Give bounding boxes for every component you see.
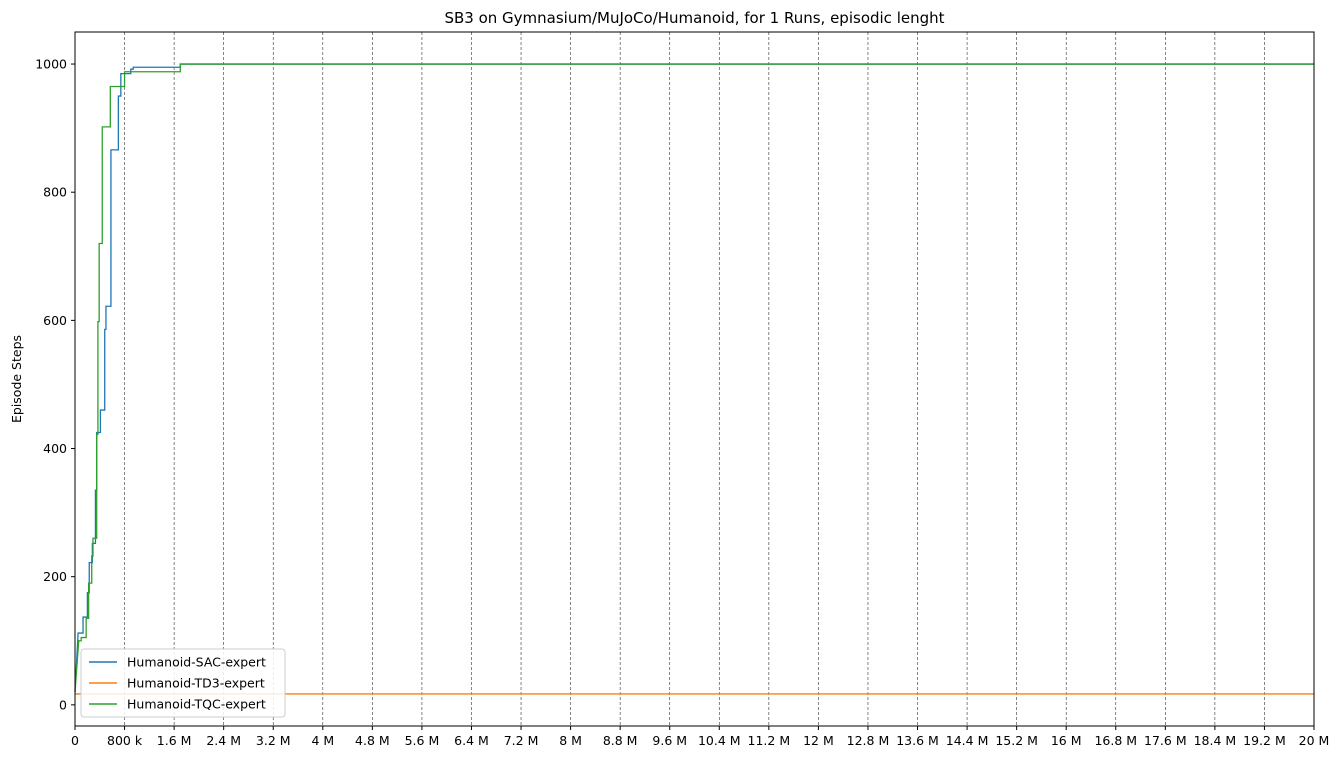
x-tick-label: 20 M [1299, 733, 1330, 748]
x-tick-label: 9.6 M [652, 733, 687, 748]
y-tick-label: 400 [43, 441, 67, 456]
vertical-grid-lines [124, 32, 1265, 726]
x-tick-label: 4.8 M [355, 733, 390, 748]
x-tick-label: 800 k [107, 733, 143, 748]
y-tick-label: 200 [43, 569, 67, 584]
x-tick-label: 3.2 M [256, 733, 291, 748]
x-tick-label: 18.4 M [1194, 733, 1237, 748]
legend-label: Humanoid-SAC-expert [127, 655, 266, 670]
legend-box [80, 648, 286, 718]
series-line-humanoid-tqc-expert [74, 63, 1314, 693]
y-tick-label: 800 [43, 185, 67, 200]
x-tick-label: 4 M [311, 733, 334, 748]
x-tick-label: 17.6 M [1144, 733, 1187, 748]
y-tick-label: 0 [59, 697, 67, 712]
series-lines [74, 63, 1314, 695]
y-axis: 0 200 400 600 800 1000 [35, 57, 75, 712]
x-tick-label: 11.2 M [748, 733, 791, 748]
x-tick-label: 10.4 M [698, 733, 741, 748]
x-axis: 0 800 k 1.6 M 2.4 M 3.2 M 4 M 4.8 M 5.6 M 6.4 M 7… [71, 726, 1329, 748]
x-tick-label: 5.6 M [405, 733, 440, 748]
x-tick-label: 7.2 M [504, 733, 539, 748]
y-tick-label: 600 [43, 313, 67, 328]
x-tick-label: 19.2 M [1243, 733, 1286, 748]
legend-label: Humanoid-TD3-expert [127, 676, 265, 691]
y-tick-label: 1000 [35, 57, 67, 72]
x-tick-label: 12.8 M [847, 733, 890, 748]
x-tick-label: 6.4 M [454, 733, 489, 748]
x-tick-label: 8 M [559, 733, 582, 748]
y-axis-label: Episode Steps [9, 335, 24, 423]
plot-area-frame [74, 31, 1315, 727]
x-tick-label: 12 M [803, 733, 834, 748]
x-tick-label: 15.2 M [995, 733, 1038, 748]
x-tick-label: 1.6 M [157, 733, 192, 748]
x-tick-label: 2.4 M [206, 733, 241, 748]
legend: Humanoid-SAC-expert Humanoid-TD3-expert Hu… [80, 648, 286, 718]
series-line-humanoid-sac-expert [74, 63, 1314, 693]
x-tick-label: 14.4 M [946, 733, 989, 748]
x-tick-label: 16.8 M [1094, 733, 1137, 748]
legend-label: Humanoid-TQC-expert [127, 697, 266, 712]
x-tick-label: 8.8 M [603, 733, 638, 748]
chart-title: SB3 on Gymnasium/MuJoCo/Humanoid, for 1 … [444, 9, 944, 27]
x-tick-label: 16 M [1051, 733, 1082, 748]
x-tick-label: 13.6 M [896, 733, 939, 748]
x-tick-label: 0 [71, 733, 79, 748]
